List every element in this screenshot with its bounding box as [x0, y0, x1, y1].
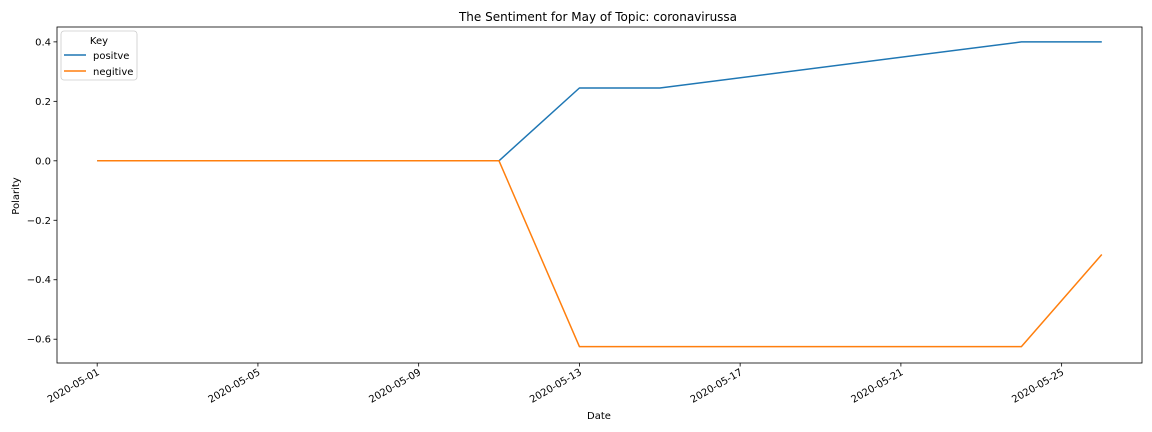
y-tick-label: 0.0: [35, 156, 51, 167]
x-axis: 2020-05-01 2020-05-05 2020-05-09 2020-05-13…: [46, 363, 1066, 406]
plot-frame: [56, 26, 1143, 364]
x-tick-label: 2020-05-13: [528, 367, 584, 406]
x-tick-label: 2020-05-21: [850, 367, 906, 406]
x-tick-label: 2020-05-09: [367, 367, 423, 406]
series-line-positve: [97, 41, 1102, 162]
legend-label-positve: positve: [93, 51, 129, 62]
y-tick-label: −0.2: [27, 216, 51, 227]
legend-label-negitive: negitive: [93, 67, 133, 78]
legend-box: [60, 30, 138, 81]
y-tick-label: −0.4: [27, 275, 51, 286]
legend: Key positve negitive: [60, 30, 138, 81]
chart-title: The Sentiment for May of Topic: coronavi…: [458, 10, 737, 24]
x-axis-title: Date: [587, 411, 611, 422]
y-tick-label: −0.6: [27, 335, 51, 346]
y-tick-label: 0.4: [35, 37, 51, 48]
y-axis: 0.4 0.2 0.0 −0.2 −0.4 −0.6: [27, 37, 57, 346]
y-axis-title: Polarity: [11, 177, 22, 215]
y-tick-label: 0.2: [35, 97, 51, 108]
x-tick-label: 2020-05-01: [46, 367, 102, 406]
x-tick-label: 2020-05-05: [207, 367, 263, 406]
series-line-negitive: [97, 160, 1103, 348]
x-tick-label: 2020-05-17: [689, 367, 745, 406]
x-tick-label: 2020-05-25: [1010, 367, 1066, 406]
series-layer: [97, 41, 1103, 348]
legend-title: Key: [90, 36, 108, 47]
